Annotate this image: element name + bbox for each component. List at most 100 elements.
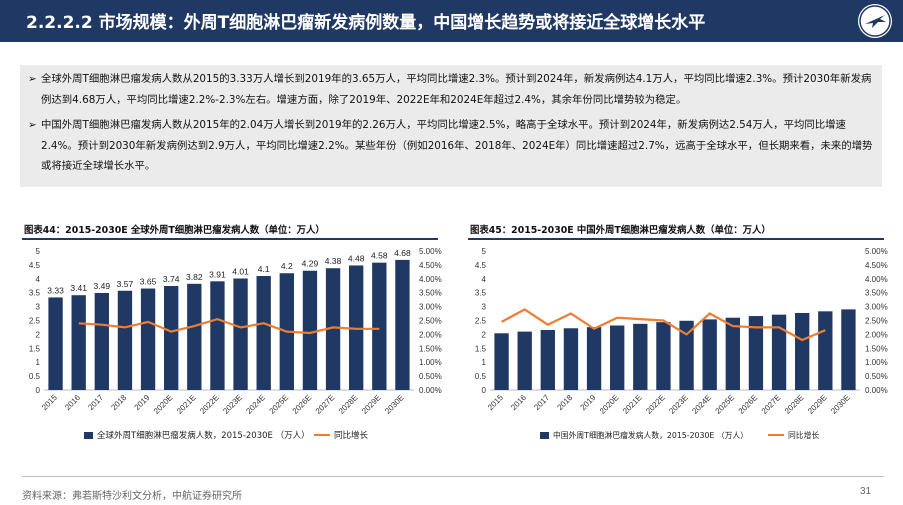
bar-data-label: 4.38 xyxy=(325,256,342,266)
bar xyxy=(187,283,202,390)
y-right-tick-label: 3.50% xyxy=(419,289,442,298)
y-left-tick-label: 1 xyxy=(36,358,41,367)
legend-line-label: 同比增长 xyxy=(788,430,819,440)
y-right-tick-label: 2.50% xyxy=(865,317,888,326)
x-tick-label: 2025E xyxy=(267,393,290,416)
x-tick-label: 2025E xyxy=(713,393,736,416)
y-left-tick-label: 2.5 xyxy=(29,317,41,326)
bar xyxy=(210,281,225,390)
legend-bar-label: 全球外周T细胞淋巴瘤发病人数，2015-2030E （万人） xyxy=(97,430,310,441)
x-tick-label: 2028E xyxy=(337,393,360,416)
bar xyxy=(748,316,764,390)
bullet-arrow-icon: ➢ xyxy=(28,73,37,85)
bar-data-label: 3.49 xyxy=(94,281,111,291)
page-title: 2.2.2.2 市场规模：外周T细胞淋巴瘤新发病例数量，中国增长趋势或将接近全球… xyxy=(26,13,706,33)
bar xyxy=(818,311,833,390)
bar xyxy=(656,322,671,390)
x-tick-label: 2021E xyxy=(621,393,644,416)
y-right-tick-label: 2.00% xyxy=(419,330,442,339)
bar-data-label: 3.65 xyxy=(140,277,157,287)
x-tick-label: 2027E xyxy=(760,393,783,416)
y-right-tick-label: 1.00% xyxy=(419,358,442,367)
bar-data-label: 3.82 xyxy=(186,272,203,282)
bar xyxy=(395,259,410,390)
bar xyxy=(48,297,63,390)
bullet-arrow-icon: ➢ xyxy=(28,119,37,131)
x-tick-label: 2019 xyxy=(579,393,598,412)
bar xyxy=(71,295,86,390)
y-right-tick-label: 5.00% xyxy=(865,247,888,256)
x-tick-label: 2023E xyxy=(221,393,244,416)
y-left-tick-label: 4 xyxy=(36,275,41,284)
bar-data-label: 3.33 xyxy=(47,285,64,295)
bar-data-label: 4.2 xyxy=(281,261,293,271)
y-left-tick-label: 4.5 xyxy=(475,261,487,270)
y-left-tick-label: 5 xyxy=(482,247,487,256)
y-left-tick-label: 2 xyxy=(36,330,41,339)
x-tick-label: 2017 xyxy=(532,393,551,412)
legend-line-label: 同比增长 xyxy=(334,430,369,441)
bar xyxy=(610,325,625,390)
bar-data-label: 4.01 xyxy=(232,267,249,277)
y-left-tick-label: 3.5 xyxy=(475,289,487,298)
x-tick-label: 2024E xyxy=(690,393,713,416)
growth-line xyxy=(78,317,380,335)
y-right-tick-label: 3.00% xyxy=(419,303,442,312)
legend-bar-swatch xyxy=(540,432,549,439)
bar-data-label: 4.1 xyxy=(258,264,270,274)
bar xyxy=(302,270,318,390)
y-left-tick-label: 1 xyxy=(482,358,487,367)
legend-bar-swatch xyxy=(84,432,93,439)
x-tick-label: 2018 xyxy=(555,393,574,412)
bar-data-label: 4.29 xyxy=(302,259,319,269)
y-left-tick-label: 4 xyxy=(482,275,487,284)
x-tick-label: 2016 xyxy=(63,393,82,412)
y-right-tick-label: 0.50% xyxy=(419,372,442,381)
y-left-tick-label: 2 xyxy=(482,330,487,339)
x-tick-label: 2022E xyxy=(198,393,221,416)
y-right-tick-label: 4.50% xyxy=(865,261,888,270)
bar xyxy=(494,333,509,390)
y-left-tick-label: 2.5 xyxy=(475,317,487,326)
summary-box: ➢ 全球外周T细胞淋巴瘤发病人数从2015的3.33万人增长到2019年的3.6… xyxy=(20,65,882,187)
chart-title-global: 图表44：2015-2030E 全球外周T细胞淋巴瘤发病人数（单位：万人） xyxy=(24,225,325,236)
y-left-tick-label: 5 xyxy=(36,247,41,256)
bar-data-label: 3.57 xyxy=(117,279,134,289)
chart-divider xyxy=(468,238,884,240)
bar xyxy=(841,309,856,390)
y-left-tick-label: 3 xyxy=(482,303,487,312)
bar-data-label: 4.68 xyxy=(394,248,411,258)
bar xyxy=(256,276,271,390)
bar xyxy=(164,286,179,390)
bar-data-label: 4.48 xyxy=(348,253,365,263)
bar-data-label: 3.74 xyxy=(163,274,180,284)
bar xyxy=(679,320,694,390)
y-left-tick-label: 3 xyxy=(36,303,41,312)
bar xyxy=(702,319,717,390)
y-right-tick-label: 1.00% xyxy=(865,358,888,367)
bar-data-label: 3.41 xyxy=(70,283,87,293)
legend-bar-label: 中国外周T细胞淋巴瘤发病人数，2015-2030E （万人） xyxy=(553,430,748,440)
bar xyxy=(117,290,133,390)
x-tick-label: 2026E xyxy=(737,393,760,416)
x-tick-label: 2016 xyxy=(509,393,528,412)
y-right-tick-label: 3.00% xyxy=(865,303,888,312)
bar xyxy=(517,331,532,390)
aircraft-logo-icon xyxy=(858,4,892,38)
x-tick-label: 2027E xyxy=(314,393,337,416)
x-tick-label: 2026E xyxy=(291,393,314,416)
x-tick-label: 2029E xyxy=(360,393,383,416)
y-right-tick-label: 1.50% xyxy=(865,344,888,353)
y-right-tick-label: 0.00% xyxy=(865,386,888,395)
y-right-tick-label: 4.50% xyxy=(419,261,442,270)
bar xyxy=(372,262,387,390)
chart-title-china: 图表45：2015-2030E 中国外周T细胞淋巴瘤发病人数（单位：万人） xyxy=(470,225,771,236)
x-tick-label: 2028E xyxy=(783,393,806,416)
bar xyxy=(325,268,341,390)
y-right-tick-label: 5.00% xyxy=(419,247,442,256)
x-tick-label: 2015 xyxy=(40,393,59,412)
footer-source: 资料来源：弗若斯特沙利文分析，中航证券研究所 xyxy=(22,491,242,502)
x-tick-label: 2023E xyxy=(667,393,690,416)
bar xyxy=(633,323,648,390)
growth-line xyxy=(501,308,826,342)
